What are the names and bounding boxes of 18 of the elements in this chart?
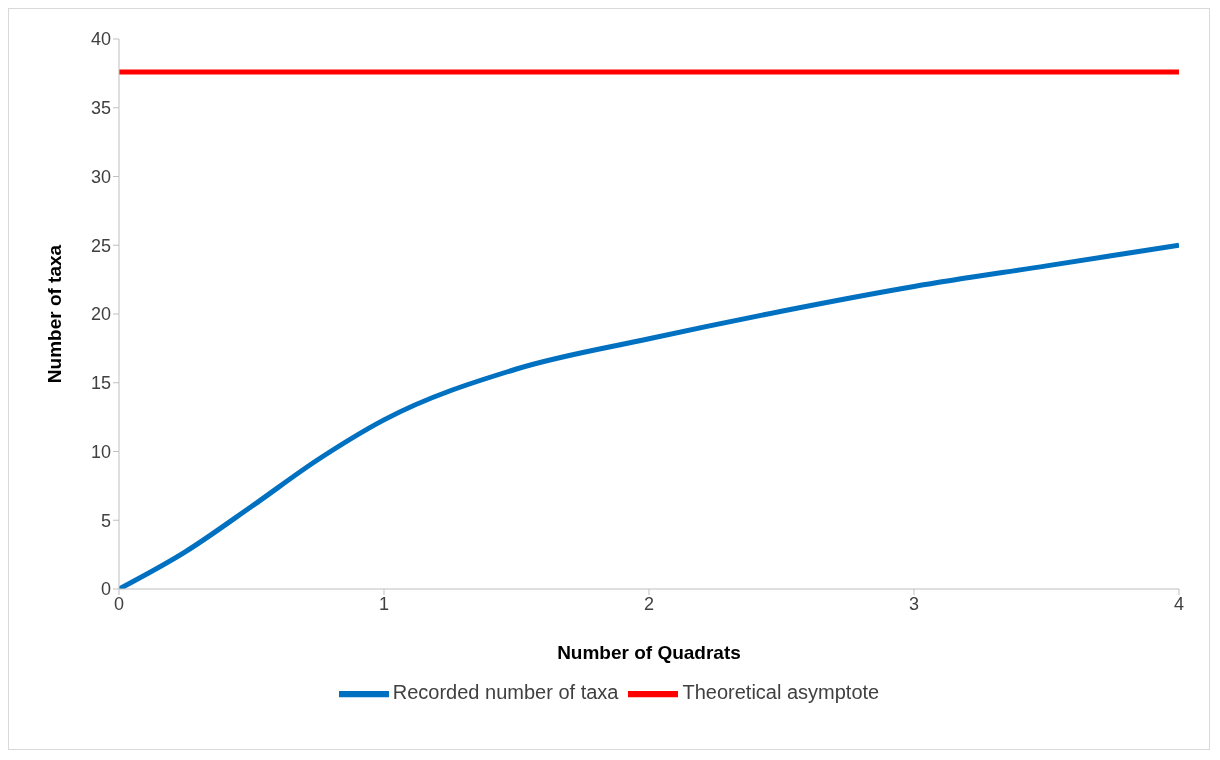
y-tick-label: 20 (90, 304, 111, 325)
x-tick-label: 1 (378, 593, 390, 614)
y-tick-label: 30 (90, 166, 111, 187)
y-tick-label: 35 (90, 98, 111, 119)
y-tick-label: 25 (90, 235, 111, 256)
legend-label: Recorded number of taxa (392, 681, 619, 704)
x-tick-label: 4 (1173, 593, 1185, 614)
y-tick-label: 40 (90, 29, 111, 50)
x-tick-label: 2 (643, 593, 655, 614)
y-tick-label: 5 (100, 510, 111, 531)
x-tick-label: 3 (908, 593, 920, 614)
y-tick-label: 0 (100, 579, 111, 600)
x-tick-label: 0 (113, 593, 125, 614)
x-axis-title: Number of Quadrats (557, 642, 741, 663)
legend-label: Theoretical asymptote (682, 681, 880, 704)
y-axis-title: Number of taxa (43, 244, 65, 384)
y-tick-label: 10 (90, 441, 111, 462)
y-tick-label: 15 (90, 373, 111, 394)
